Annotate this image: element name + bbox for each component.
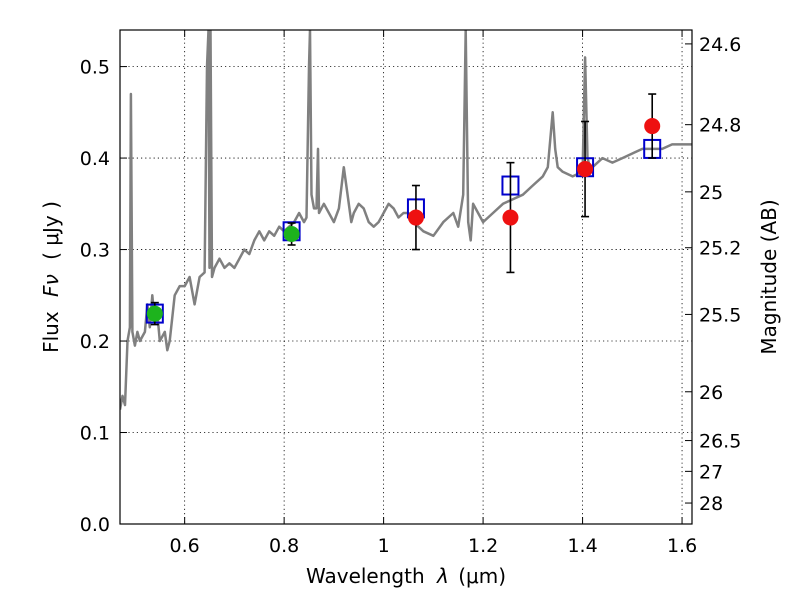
x-tick-label: 1.4 bbox=[567, 535, 597, 557]
y-tick-label: 0.5 bbox=[80, 57, 110, 79]
y-tick-label: 0.0 bbox=[80, 514, 110, 536]
red-point-marker bbox=[407, 209, 424, 226]
mag-tick-label: 28 bbox=[699, 493, 723, 515]
mag-tick-label: 27 bbox=[699, 461, 723, 483]
green-point-marker bbox=[283, 226, 300, 243]
mag-tick-label: 24.8 bbox=[699, 115, 741, 137]
x-tick-label: 0.8 bbox=[269, 535, 299, 557]
red-point-marker bbox=[577, 161, 594, 178]
red-point-marker bbox=[502, 209, 519, 226]
mag-tick-label: 25 bbox=[699, 182, 723, 204]
mag-tick-label: 24.6 bbox=[699, 34, 741, 56]
mag-tick-label: 26.5 bbox=[699, 431, 741, 453]
y-tick-label: 0.1 bbox=[80, 423, 110, 445]
mag-tick-label: 25.2 bbox=[699, 238, 741, 260]
y-axis-label: Flux Fν ( μJy ) bbox=[39, 201, 63, 353]
x-tick-label: 1.6 bbox=[667, 535, 697, 557]
x-tick-label: 1 bbox=[378, 535, 390, 557]
red-point-marker bbox=[644, 118, 661, 135]
spectrum-line bbox=[120, 30, 692, 410]
plot-area bbox=[120, 30, 692, 410]
x-axis-label: Wavelength λ (μm) bbox=[306, 564, 506, 588]
axis-ticks: 0.6 0.8 1 1.2 1.4 1.6 0.0 0.1 0.2 0.3 0.4 0.5 24.6 24… bbox=[80, 30, 741, 557]
x-tick-label: 1.2 bbox=[468, 535, 498, 557]
green-point-marker bbox=[146, 305, 163, 322]
mag-tick-label: 25.5 bbox=[699, 304, 741, 326]
mag-tick-label: 26 bbox=[699, 382, 723, 404]
y-tick-label: 0.4 bbox=[80, 148, 110, 170]
y-tick-label: 0.2 bbox=[80, 331, 110, 353]
y2-axis-label: Magnitude (AB) bbox=[757, 199, 781, 354]
x-tick-label: 0.6 bbox=[170, 535, 200, 557]
plot-frame bbox=[119, 29, 693, 525]
y-tick-label: 0.3 bbox=[80, 240, 110, 262]
